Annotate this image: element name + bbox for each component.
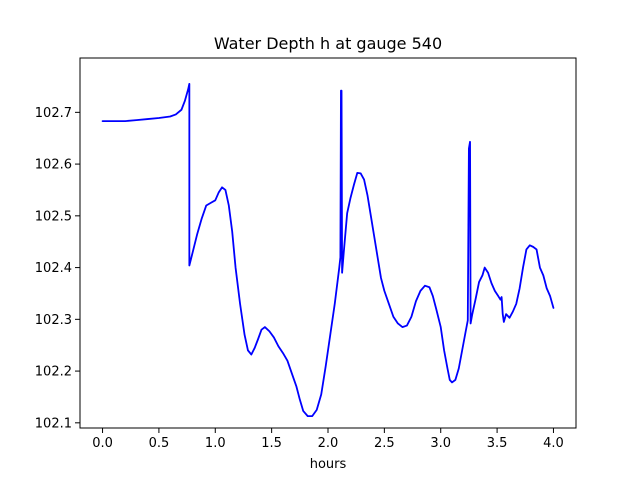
x-axis-label: hours [310, 457, 347, 472]
x-tick-label: 3.0 [430, 436, 451, 451]
x-tick-label: 4.0 [543, 436, 564, 451]
y-tick-label: 102.5 [35, 209, 72, 224]
y-tick-label: 102.2 [35, 365, 72, 380]
x-tick-label: 0.5 [149, 436, 170, 451]
x-tick-label: 1.5 [261, 436, 282, 451]
x-tick-label: 2.5 [374, 436, 395, 451]
chart-title: Water Depth h at gauge 540 [214, 34, 442, 53]
series-line [101, 82, 555, 417]
y-tick-label: 102.4 [35, 261, 72, 276]
y-tick-label: 102.6 [35, 158, 72, 173]
x-tick-label: 1.0 [205, 436, 226, 451]
y-tick-label: 102.1 [35, 416, 72, 431]
x-axis-ticks: 0.0 0.5 1.0 1.5 2.0 2.5 3.0 3.5 4.0 [92, 428, 564, 451]
plot-frame [79, 57, 577, 429]
y-axis-ticks: 102.1 102.2 102.3 102.4 102.5 102.6 102.7 [35, 106, 80, 431]
series-layer [101, 82, 555, 417]
x-tick-label: 3.5 [487, 436, 508, 451]
x-tick-label: 0.0 [92, 436, 113, 451]
y-tick-label: 102.7 [35, 106, 72, 121]
x-tick-label: 2.0 [318, 436, 339, 451]
plot-background [80, 58, 576, 428]
y-tick-label: 102.3 [35, 313, 72, 328]
